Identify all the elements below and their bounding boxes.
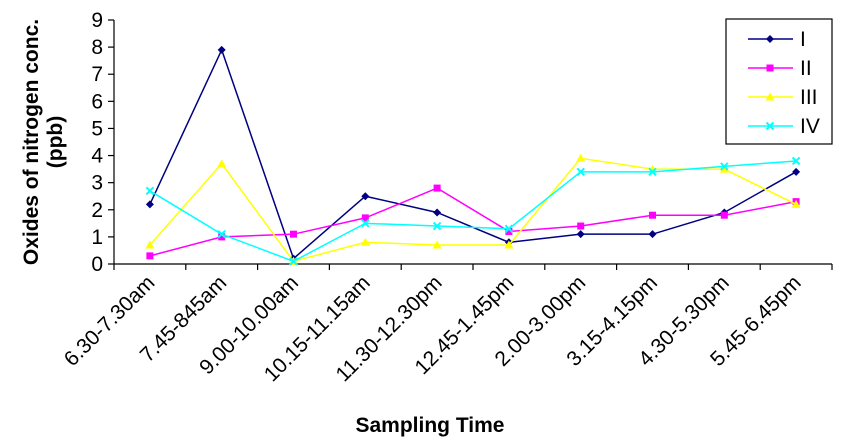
legend-item: I — [748, 28, 806, 51]
data-point — [791, 156, 801, 166]
series-4 — [145, 156, 801, 266]
y-tick-label: 4 — [91, 145, 103, 168]
data-point — [145, 200, 154, 209]
y-tick-label: 7 — [91, 63, 103, 86]
data-point — [432, 240, 442, 249]
data-point — [576, 167, 585, 177]
data-point — [145, 186, 155, 196]
data-point — [289, 257, 298, 266]
y-axis-title-line-2: (ppb) — [44, 116, 67, 168]
y-ticks: 0 1 2 3 4 5 6 7 8 9 — [91, 9, 114, 276]
x-axis-title: Sampling Time — [356, 414, 505, 437]
data-point — [433, 184, 441, 192]
y-tick-label: 9 — [91, 9, 103, 32]
series-1 — [145, 45, 801, 263]
legend-label: I — [800, 28, 806, 51]
y-tick-label: 1 — [91, 226, 103, 249]
data-point — [504, 224, 514, 233]
data-point — [432, 221, 442, 231]
legend-marker — [765, 121, 775, 131]
data-point — [648, 230, 657, 239]
data-point — [218, 233, 226, 241]
data-point — [792, 167, 801, 176]
data-point — [217, 159, 227, 168]
y-axis-title: Oxides of nitrogen conc. (ppb) — [20, 19, 67, 265]
legend-marker — [766, 64, 774, 72]
legend-label: III — [800, 86, 818, 109]
y-tick-label: 8 — [91, 36, 103, 59]
data-point — [361, 192, 370, 201]
y-axis-title-line-1: Oxides of nitrogen conc. — [20, 19, 43, 265]
data-point — [720, 211, 728, 219]
data-point — [577, 222, 585, 230]
legend-marker — [766, 35, 774, 43]
legend-item: III — [748, 86, 818, 109]
data-point — [145, 240, 155, 249]
series-layer — [145, 45, 801, 266]
y-tick-label: 2 — [91, 199, 103, 222]
data-point — [648, 167, 657, 177]
series-2 — [146, 184, 800, 260]
legend-item: II — [748, 57, 812, 80]
data-point — [361, 214, 369, 222]
y-tick-label: 5 — [91, 117, 103, 140]
data-point — [576, 230, 585, 239]
y-tick-label: 6 — [91, 90, 103, 113]
data-point — [217, 229, 226, 239]
legend-box — [725, 18, 833, 145]
data-point — [649, 211, 656, 219]
data-point — [719, 164, 729, 173]
legend-marker — [765, 92, 775, 101]
data-point — [433, 208, 442, 217]
data-point — [791, 199, 801, 208]
data-point — [360, 237, 370, 246]
data-point — [146, 252, 154, 260]
series-line — [149, 160, 797, 263]
data-point — [361, 219, 370, 228]
y-tick-label: 3 — [91, 172, 103, 195]
legend-label: II — [800, 57, 812, 80]
data-point — [217, 45, 226, 54]
data-point — [576, 153, 586, 162]
data-point — [720, 162, 729, 171]
data-point — [505, 227, 513, 235]
data-point — [290, 230, 297, 238]
x-ticks: 6.30-7.30am7.45-845am9.00-10.00am10.15-1… — [60, 264, 833, 386]
legend-label: IV — [800, 115, 820, 138]
series-line — [149, 187, 797, 257]
y-tick-label: 0 — [91, 253, 103, 276]
legend-item: IV — [748, 115, 820, 138]
data-point — [504, 240, 514, 249]
